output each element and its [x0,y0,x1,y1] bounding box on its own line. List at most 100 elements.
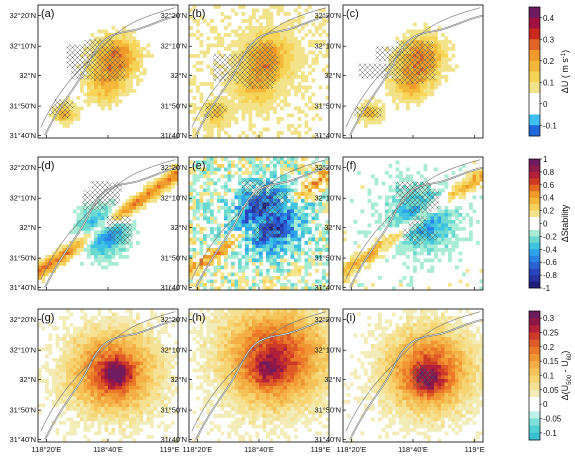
panel-label: (h) [192,312,205,324]
y-tick-label: 31°50'N [160,254,187,263]
colorbar-tick-label: 0.25 [543,329,559,338]
map-panel-f: (f) 32°20'N 32°10'N 32°N 31°50'N 31°40'N [314,156,484,292]
x-tick-label: 118°20'E [337,445,367,454]
map-panel-e: (e) 32°20'N 32°10'N 32°N 31°50'N 31°40'N [160,156,330,292]
colorbar-tick-label: 0.15 [543,357,559,366]
y-tick-label: 32°N [19,71,36,80]
y-tick-label: 32°10'N [160,42,187,51]
colorbar-swatch [529,171,540,179]
colorbar-swatch [529,318,540,326]
colorbar-tick-label: 0.1 [543,372,555,381]
map-panel-b: (b) 32°20'N 32°10'N 32°N 31°50'N 31°40'N [160,4,330,140]
boundary-line [40,7,176,128]
colorbar-tick-label: 0.2 [543,57,555,66]
y-tick-label: 32°N [324,375,341,384]
colorbar-swatch [529,425,540,434]
y-tick-label: 32°N [19,223,36,232]
y-tick-label: 31°50'N [160,406,187,415]
colorbar-swatch [529,236,540,244]
colorbar-swatch [529,50,540,62]
colorbar-swatch [529,165,540,173]
y-tick-label: 32°10'N [9,194,36,203]
x-tick-label: 119°E [160,445,180,454]
colorbar-swatch [529,275,540,282]
colorbar-swatch [529,210,540,218]
colorbar-swatch [529,262,540,269]
y-tick-label: 32°20'N [314,11,341,20]
map-panel-i: (i) 32°20'N 32°10'N 32°N 31°50'N 31°40'N118°2… [314,308,485,454]
colorbars: 0.40.30.20.10-0.1ΔU ( m s-1)10.80.60.40.… [528,6,573,441]
panel-label: (a) [41,8,54,20]
colorbar-tick-label: 0.3 [543,314,555,323]
colorbar-tick-label: 0.2 [543,207,555,216]
colorbar-swatch [529,159,540,166]
colorbar-tick-label: 0.3 [543,35,555,44]
y-tick-label: 32°20'N [314,163,341,172]
colorbar-title: ΔStability [560,204,570,242]
x-tick-label: 119°E [311,445,331,454]
colorbar-swatch [529,178,540,186]
map-panels: (a) 32°20'N 32°10'N 32°N 31°50'N 31°40'N (b) 32… [9,4,485,454]
colorbar-tick-label: 0.8 [543,168,555,177]
y-tick-label: 31°40'N [160,435,187,444]
panel-field [38,309,178,442]
colorbar-tick-label: 0.4 [543,194,555,203]
colorbar-swatch [529,268,540,276]
colorbar-swatch [529,368,540,376]
colorbar-tick-label: 0.4 [543,14,555,23]
colorbar-tick-label: 0 [543,220,548,229]
boundary-line [191,311,327,432]
x-tick-label: 118°40'E [244,445,274,454]
colorbar-swatch [529,114,540,126]
y-tick-label: 32°10'N [314,346,341,355]
panel-field [343,159,483,290]
y-tick-label: 31°40'N [160,131,187,140]
colorbar-row-1: 0.4 0.3 0.2 0.1 0 -0.1 ΔU ( m s-1) [528,6,570,137]
panel-field [38,159,178,288]
boundary-line [345,7,481,128]
x-tick-label: 119°E [465,445,485,454]
colorbar-swatch [529,249,540,257]
colorbar-tick-label: 0.6 [543,181,555,190]
colorbar-tick-label: 0.05 [543,386,559,395]
panel-field [189,309,329,442]
colorbar-swatch [529,389,540,398]
colorbar-swatch [529,191,540,198]
colorbar-tick-label: -0.2 [543,232,557,241]
colorbar-swatch [529,39,540,51]
colorbar-swatch [529,411,540,419]
y-tick-label: 31°40'N [314,283,341,292]
colorbar-swatch [529,397,540,405]
y-tick-label: 31°50'N [9,254,36,263]
colorbar-tick-label: -0.4 [543,245,557,254]
colorbar-swatch [529,361,540,369]
y-tick-label: 32°20'N [9,315,36,324]
colorbar-swatch [529,28,540,40]
colorbar-swatch [529,255,540,263]
colorbar-swatch [529,82,540,94]
map-panel-c: (c) 32°20'N 32°10'N 32°N 31°50'N 31°40'N [314,4,484,140]
y-tick-label: 31°40'N [314,131,341,140]
y-tick-label: 31°50'N [160,102,187,111]
colorbar-swatch [529,103,540,115]
colorbar-tick-label: 0.2 [543,343,555,352]
x-tick-label: 118°40'E [93,445,123,454]
boundary-line [40,311,176,432]
map-panel-a: (a) 32°20'N 32°10'N 32°N 31°50'N 31°40'N [9,4,179,140]
y-tick-label: 32°10'N [160,346,187,355]
colorbar-swatch [529,382,540,391]
y-tick-label: 31°50'N [314,102,341,111]
y-tick-label: 32°N [324,223,341,232]
colorbar-swatch [529,204,540,211]
colorbar-title: Δ(U500 - U60) [560,351,573,401]
colorbar-swatch [529,354,540,362]
boundary-line [40,159,176,280]
map-panel-g: (g) 32°20'N 32°10'N 32°N 31°50'N 31°40'N118°2… [9,308,180,454]
y-tick-label: 31°50'N [314,406,341,415]
colorbar-tick-label: -1 [543,284,551,293]
panel-label: (d) [41,160,54,172]
colorbar-swatch [529,7,540,19]
colorbar-tick-label: -0.8 [543,271,557,280]
colorbar-tick-label: 0.1 [543,78,555,87]
